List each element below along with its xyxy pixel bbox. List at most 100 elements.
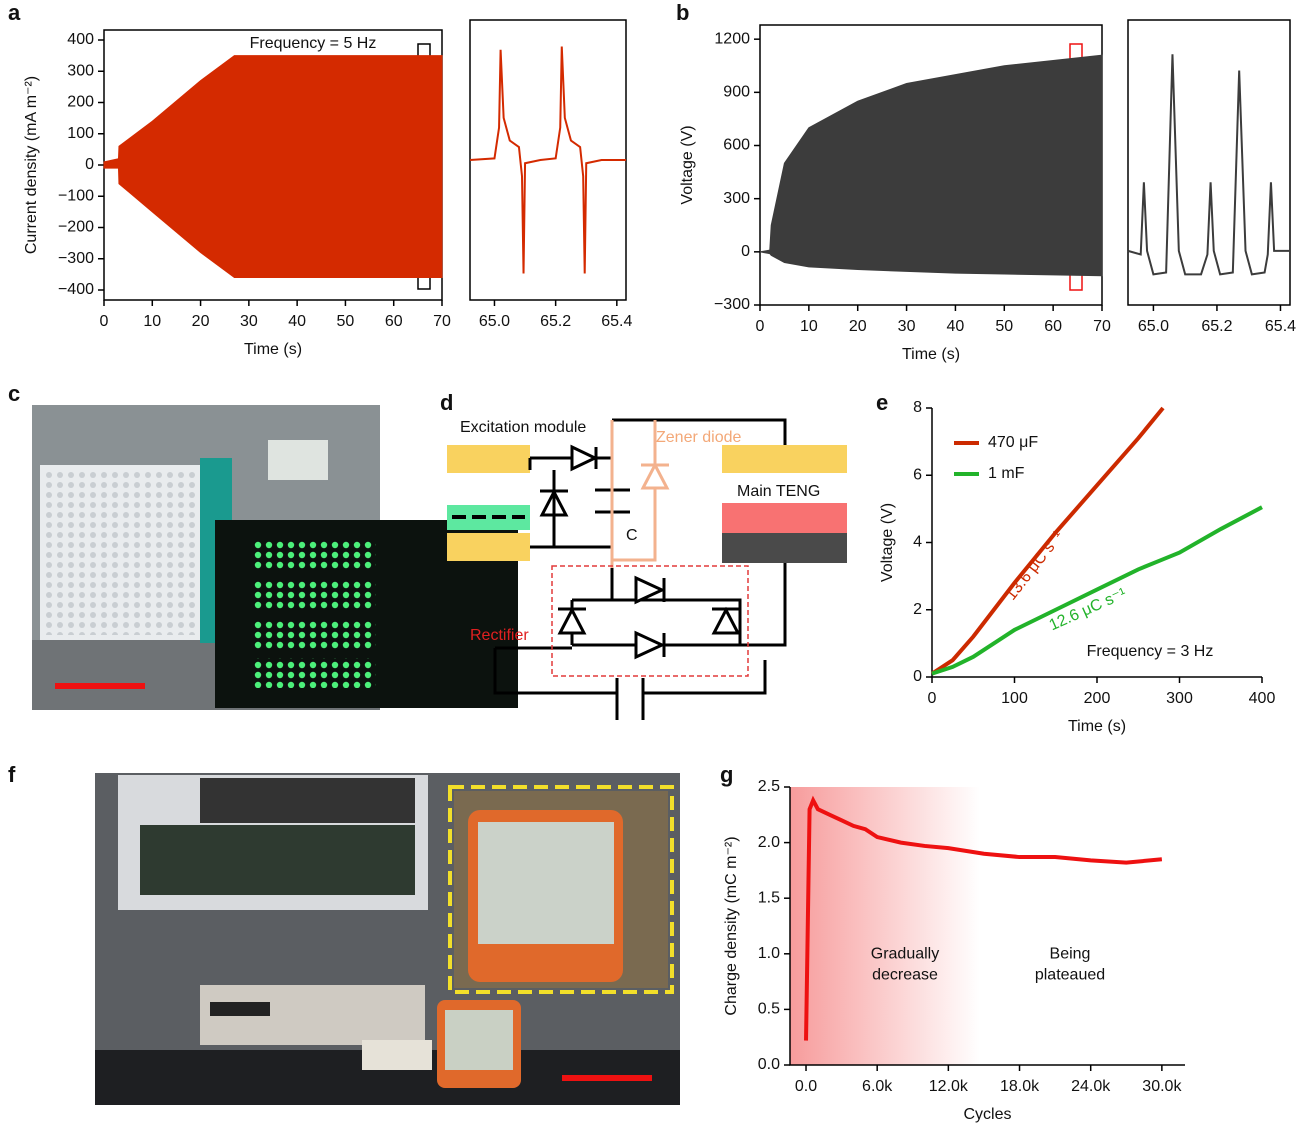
y-tick-label: −300 [58,250,94,267]
photo-f [95,773,680,1105]
diagram-label: C [626,527,638,544]
series-line [931,505,1263,676]
x-tick-label: 12.0k [929,1078,969,1095]
y-axis-label: Voltage (V) [879,503,896,582]
panel-letter: a [8,0,21,25]
y-tick-label: 8 [913,399,922,416]
annotation: Frequency = 3 Hz [1087,643,1214,660]
y-tick-label: 200 [67,94,94,111]
x-tick-label: 200 [1084,690,1111,707]
annotation: Gradually [871,946,939,963]
series-line [469,46,626,274]
y-tick-label: 1.5 [758,889,780,906]
y-tick-label: 0 [741,243,750,260]
series-line [1127,54,1290,276]
x-tick-label: 0 [756,318,765,335]
panel-letter: d [440,390,453,415]
x-tick-label: 70 [1093,318,1111,335]
signal-envelope [759,54,1103,253]
panel-letter: g [720,762,733,787]
background-fade [790,787,980,1065]
x-tick-label: 60 [385,313,403,330]
y-axis-label: Voltage (V) [679,125,696,204]
x-tick-label: 65.4 [601,313,632,330]
panel-letter: c [8,381,20,406]
annotation: plateaued [1035,967,1105,984]
y-tick-label: 600 [723,137,750,154]
legend-label: 470 μF [988,434,1038,451]
x-tick-label: 40 [947,318,965,335]
y-tick-label: 100 [67,125,94,142]
x-axis-label: Time (s) [244,341,302,358]
plot-frame [1127,19,1291,306]
y-tick-label: 2.5 [758,778,780,795]
y-tick-label: 2 [913,601,922,618]
x-tick-label: 65.2 [1201,318,1232,335]
y-tick-label: 300 [67,62,94,79]
diagram-label: Rectifier [470,627,529,644]
diagram-label: Zener diode [656,429,741,446]
y-axis-label: Current density (mA m⁻²) [23,76,40,254]
x-tick-label: 100 [1001,690,1028,707]
x-tick-label: 65.0 [479,313,510,330]
y-tick-label: 300 [723,190,750,207]
y-tick-label: 0.5 [758,1001,780,1018]
x-tick-label: 24.0k [1071,1078,1111,1095]
y-axis-label: Charge density (mC m⁻²) [723,836,740,1015]
y-tick-label: 4 [913,534,922,551]
x-tick-label: 18.0k [1000,1078,1040,1095]
x-tick-label: 10 [143,313,161,330]
x-tick-label: 30.0k [1142,1078,1182,1095]
x-axis-label: Time (s) [1068,718,1126,735]
photo-c [32,405,518,710]
diagram-label: Excitation module [460,419,586,436]
diagram-label: Main TENG [737,483,820,500]
x-tick-label: 0 [928,690,937,707]
y-tick-label: 1200 [714,30,750,47]
x-tick-label: 40 [288,313,306,330]
y-tick-label: 2.0 [758,834,780,851]
series-line [804,795,1163,1041]
y-tick-label: −300 [714,296,750,313]
annotation: Being [1050,946,1091,963]
annotation: Frequency = 5 Hz [250,35,377,52]
signal-envelope [103,164,443,278]
x-tick-label: 0.0 [795,1078,817,1095]
y-tick-label: −400 [58,281,94,298]
x-tick-label: 50 [995,318,1013,335]
y-tick-label: −100 [58,187,94,204]
y-tick-label: 0 [913,668,922,685]
x-tick-label: 65.0 [1138,318,1169,335]
circuit-diagram: Excitation module Zener diode Main TENG … [447,418,847,720]
x-tick-label: 300 [1166,690,1193,707]
x-tick-label: 65.4 [1265,318,1296,335]
x-axis-label: Time (s) [902,346,960,363]
annotation: 13.6 μC s⁻¹ [1003,528,1067,604]
panel-letter: e [876,390,888,415]
axis-line [931,408,1262,678]
y-tick-label: 900 [723,84,750,101]
panel-letter: b [676,0,689,25]
x-tick-label: 30 [240,313,258,330]
x-tick-label: 70 [433,313,451,330]
y-tick-label: 0.0 [758,1056,780,1073]
y-tick-label: 1.0 [758,945,780,962]
x-tick-label: 20 [849,318,867,335]
x-tick-label: 65.2 [540,313,571,330]
signal-envelope [103,55,443,166]
series-line [930,406,1165,676]
signal-envelope [759,251,1103,277]
x-tick-label: 0 [100,313,109,330]
annotation: decrease [872,967,938,984]
x-tick-label: 30 [898,318,916,335]
panel-letter: f [8,762,16,787]
x-tick-label: 20 [192,313,210,330]
y-tick-label: 0 [85,156,94,173]
y-tick-label: 400 [67,31,94,48]
y-tick-label: −200 [58,219,94,236]
x-tick-label: 6.0k [862,1078,893,1095]
y-tick-label: 6 [913,466,922,483]
legend-label: 1 mF [988,465,1025,482]
x-tick-label: 10 [800,318,818,335]
